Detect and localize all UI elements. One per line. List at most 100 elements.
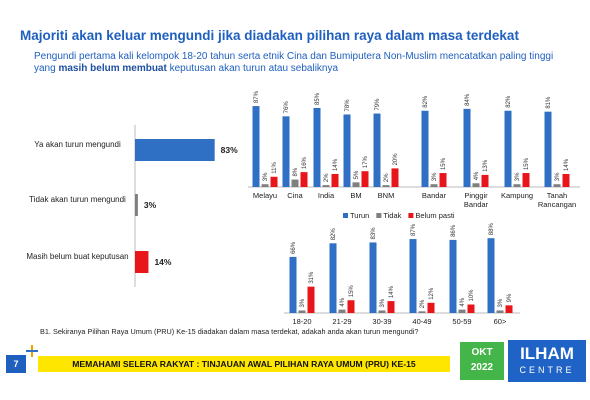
value-label: 4% <box>474 171 480 180</box>
subtitle-bold: masih belum membuat <box>58 62 167 74</box>
date-year: 2022 <box>470 362 494 373</box>
title: Majoriti akan keluar mengundi jika diada… <box>20 28 519 43</box>
value-label: 9% <box>507 293 513 302</box>
footer-title: MEMAHAMI SELERA RAKYAT : TINJAUAN AWAL P… <box>38 356 450 372</box>
value-label: 78% <box>345 99 351 112</box>
value-label: 2% <box>420 299 426 308</box>
bar <box>322 185 330 187</box>
bar <box>439 173 447 187</box>
value-label: 3% <box>515 172 521 181</box>
category-label: Tanah Rancangan <box>537 191 577 209</box>
value-label: 87% <box>411 223 417 236</box>
value-label: 88% <box>489 223 495 236</box>
category-label: Masih belum buat keputusan <box>26 252 129 261</box>
value-label: 83% <box>371 227 377 240</box>
bar <box>382 185 390 187</box>
value-label: 82% <box>331 228 337 241</box>
bar <box>252 106 260 187</box>
bar <box>347 300 355 313</box>
bar <box>361 171 369 187</box>
category-label: BM <box>350 191 362 200</box>
value-label: 83% <box>221 145 238 155</box>
bar <box>449 239 457 313</box>
value-label: 15% <box>524 157 530 170</box>
bar <box>522 173 530 187</box>
category-label: 30-39 <box>372 317 392 326</box>
value-label: 31% <box>309 271 315 284</box>
bar <box>135 251 149 273</box>
footnote: B1. Sekiranya Pilihan Raya Umum (PRU) Ke… <box>40 327 419 336</box>
category-label: Tidak akan turun mengundi <box>29 195 126 204</box>
value-label: 3% <box>498 298 504 307</box>
bar <box>467 304 475 313</box>
category-label: Melayu <box>252 191 278 200</box>
page-number: 7 <box>6 355 26 373</box>
category-label: 40-49 <box>412 317 432 326</box>
bar <box>338 309 346 313</box>
bar <box>553 184 561 187</box>
bar <box>307 286 315 313</box>
value-label: 66% <box>291 241 297 254</box>
legend-swatch <box>376 213 382 218</box>
legend-swatch <box>343 213 348 218</box>
value-label: 11% <box>272 162 278 174</box>
value-label: 3% <box>263 172 269 181</box>
subtitle-text: Pengundi pertama kali kelompok 18-20 tah… <box>34 51 554 74</box>
value-label: 14% <box>389 285 395 298</box>
value-label: 10% <box>469 289 475 302</box>
bar <box>135 194 138 216</box>
value-label: 12% <box>429 287 435 300</box>
category-label: Bandar <box>421 191 447 200</box>
value-label: 13% <box>483 159 489 172</box>
category-label: India <box>317 191 335 200</box>
legend-label: Tidak <box>383 211 401 220</box>
category-label: 50-59 <box>452 317 472 326</box>
value-label: 17% <box>363 156 369 169</box>
logo-main: ILHAM <box>520 344 574 363</box>
legend-label: Belum pasti <box>415 211 455 220</box>
value-label: 15% <box>441 157 447 170</box>
bar <box>352 182 360 187</box>
value-label: 84% <box>465 93 471 106</box>
value-label: 3% <box>432 172 438 181</box>
category-label: 60> <box>493 317 507 326</box>
legend-label: Turun <box>350 211 369 220</box>
value-label: 20% <box>393 153 399 166</box>
bar <box>387 301 395 313</box>
legend-swatch <box>408 213 414 218</box>
bar <box>427 302 435 313</box>
bar <box>421 110 429 187</box>
value-label: 4% <box>460 297 466 306</box>
value-label: 16% <box>302 156 308 169</box>
value-label: 76% <box>284 101 290 114</box>
value-label: 2% <box>384 173 390 182</box>
bar <box>513 184 521 187</box>
value-label: 85% <box>315 92 321 105</box>
logo: ILHAM CENTRE <box>508 340 586 382</box>
value-label: 86% <box>451 224 457 237</box>
bar <box>504 110 512 187</box>
bar <box>463 108 471 187</box>
value-label: 14% <box>333 158 339 171</box>
bar <box>313 107 321 187</box>
bar <box>369 242 377 313</box>
bar <box>430 184 438 187</box>
bar <box>378 310 386 313</box>
value-label: 3% <box>144 200 157 210</box>
value-label: 3% <box>555 172 561 181</box>
bar <box>544 111 552 187</box>
subtitle-text: keputusan akan turun atau sebaliknya <box>166 62 339 74</box>
bar <box>418 311 426 313</box>
value-label: 5% <box>354 170 360 179</box>
category-label: 18-20 <box>292 317 312 326</box>
bar <box>261 184 269 187</box>
bar <box>458 309 466 313</box>
bar <box>472 183 480 187</box>
bar <box>373 113 381 187</box>
bar <box>391 168 399 187</box>
value-label: 81% <box>546 96 552 109</box>
value-label: 87% <box>254 90 260 103</box>
bar <box>331 173 339 187</box>
date-box: OKT 2022 <box>460 342 504 380</box>
value-label: 3% <box>300 298 306 307</box>
